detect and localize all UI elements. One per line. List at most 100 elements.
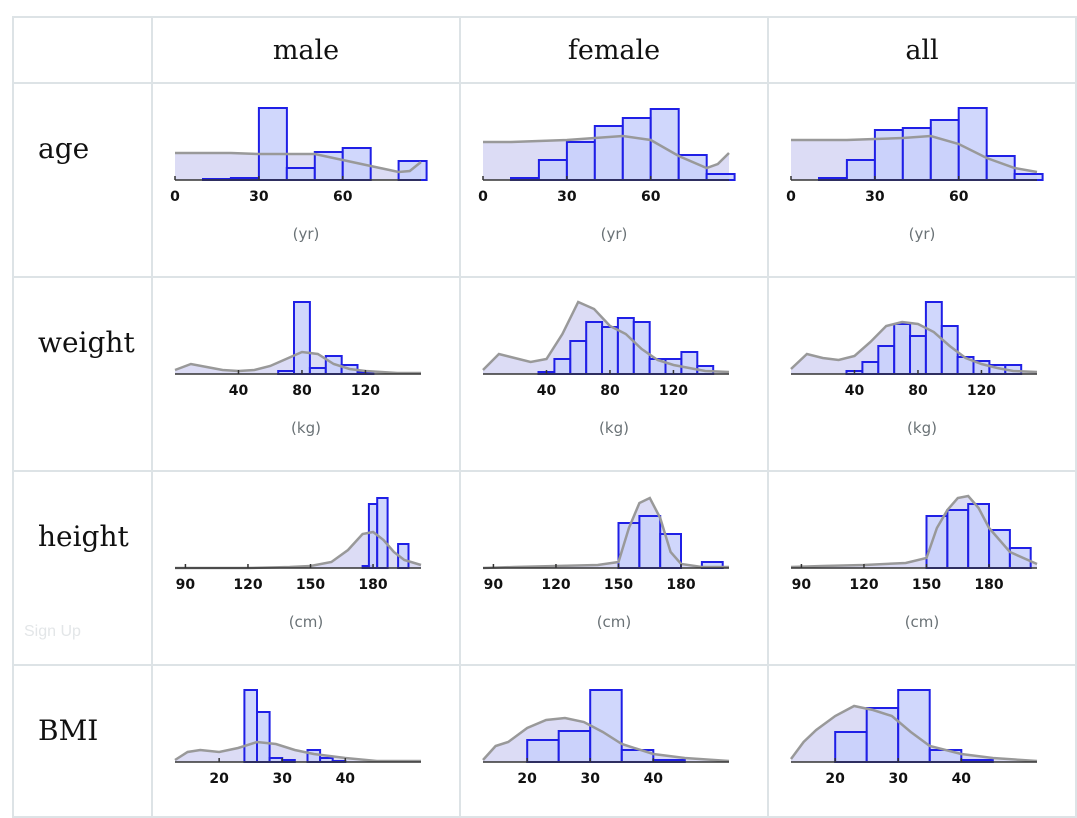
x-tick-label: 20	[825, 771, 845, 787]
histogram-age-male: 0 30 60	[170, 107, 428, 205]
histogram-bar	[557, 730, 592, 763]
grid-row-weight: weight 40 80 120 (kg) 40 80 120 (kg) 40 80 120 (kg)	[12, 276, 1077, 472]
x-tick-label: 90	[792, 577, 812, 593]
histogram-height-female: 90 120 150 180	[482, 496, 729, 593]
histogram-bar	[925, 515, 949, 569]
x-tick-label: 150	[296, 577, 325, 593]
column-header-female: female	[459, 16, 769, 84]
x-tick-label: 150	[912, 577, 941, 593]
histogram-height-male: 90 120 150 180	[175, 497, 422, 593]
x-tick-label: 60	[949, 189, 969, 205]
histogram-bar	[376, 497, 389, 569]
histogram-height-all: 90 120 150 180	[790, 494, 1038, 593]
grid-row-age: age 0 30 60 (yr) 0 30 60 (yr) 0 30 60 (yr)	[12, 82, 1077, 278]
cell-height-all: 90 120 150 180 (cm)	[767, 470, 1077, 666]
column-header-male: male	[151, 16, 461, 84]
histogram-bar	[967, 503, 990, 569]
x-tick-label: 180	[974, 577, 1003, 593]
histogram-bar	[877, 345, 896, 375]
corner-cell	[12, 16, 153, 84]
sign-up-link[interactable]: Sign Up	[24, 623, 81, 640]
unit-label: (kg)	[291, 419, 321, 437]
cell-height-female: 90 120 150 180 (cm)	[459, 470, 769, 666]
cell-age-male: 0 30 60 (yr)	[151, 82, 461, 278]
histogram-bar	[638, 515, 662, 569]
x-tick-label: 40	[336, 771, 356, 787]
x-tick-label: 180	[358, 577, 387, 593]
x-tick-label: 120	[967, 383, 996, 399]
histogram-bar	[257, 107, 288, 181]
x-tick-label: 30	[888, 771, 908, 787]
histogram-bar	[601, 326, 619, 375]
histogram-bar	[526, 739, 560, 763]
histogram-bar	[845, 159, 876, 181]
x-tick-label: 180	[666, 577, 695, 593]
row-label-age: age	[12, 82, 153, 278]
distribution-grid: male female all age 0 30 60 (yr) 0 30 60 (yr) 0 30…	[12, 16, 1077, 818]
histogram-bar	[569, 340, 588, 375]
density-line	[789, 704, 1038, 763]
histogram-bar	[705, 173, 736, 181]
x-tick-label: 80	[600, 383, 620, 399]
x-tick-label: 30	[580, 771, 600, 787]
density-line	[482, 496, 729, 570]
row-label-bmi: BMI	[12, 664, 153, 818]
cell-weight-male: 40 80 120 (kg)	[151, 276, 461, 472]
x-tick-label: 40	[952, 771, 972, 787]
unit-label: (kg)	[599, 419, 629, 437]
histogram-bar	[1008, 547, 1032, 569]
grid-row-height: height 90 120 150 180 (cm) 90 120 150 180 (cm) 90 12…	[12, 470, 1077, 666]
histogram-weight-female: 40 80 120	[482, 300, 730, 399]
histogram-bar	[593, 125, 624, 181]
histogram-bar	[565, 141, 596, 181]
x-tick-label: 0	[170, 189, 180, 205]
column-header-all: all	[767, 16, 1077, 84]
density-area	[175, 532, 421, 568]
density-line	[790, 320, 1038, 374]
unit-label: (yr)	[600, 225, 628, 243]
density-line	[174, 350, 421, 375]
density-line	[482, 300, 730, 374]
histogram-bmi-female: 20 30 40	[482, 689, 730, 787]
histogram-bar	[929, 119, 960, 181]
cell-height-male: 90 120 150 180 (cm)	[151, 470, 461, 666]
histogram-age-all: 0 30 60	[786, 107, 1044, 205]
x-tick-label: 30	[557, 189, 577, 205]
cell-bmi-female: 20 30 40	[459, 664, 769, 818]
density-line	[482, 716, 730, 763]
histogram-bar	[285, 167, 316, 181]
histogram-bar	[909, 335, 927, 375]
histogram-bar	[537, 159, 568, 181]
x-tick-label: 40	[537, 383, 557, 399]
x-tick-label: 20	[209, 771, 229, 787]
density-line	[175, 151, 422, 174]
histogram-bar	[649, 108, 680, 181]
histogram-bar	[946, 509, 970, 569]
x-tick-label: 120	[351, 383, 380, 399]
histogram-bar	[243, 689, 259, 763]
histogram-bar	[616, 317, 635, 375]
cell-weight-all: 40 80 120 (kg)	[767, 276, 1077, 472]
histogram-bar	[893, 323, 912, 375]
histogram-bar	[957, 107, 988, 181]
histogram-bmi-all: 20 30 40	[789, 689, 1038, 787]
density-line	[483, 134, 730, 170]
cell-weight-female: 40 80 120 (kg)	[459, 276, 769, 472]
histogram-bar	[553, 358, 572, 375]
density-area	[483, 498, 729, 568]
unit-label: (cm)	[904, 613, 940, 631]
histogram-bar	[621, 117, 652, 181]
histogram-weight-male: 40 80 120	[174, 301, 421, 399]
x-tick-label: 0	[478, 189, 488, 205]
row-label-weight: weight	[12, 276, 153, 472]
x-tick-label: 40	[845, 383, 865, 399]
x-tick-label: 80	[292, 383, 312, 399]
x-tick-label: 30	[865, 189, 885, 205]
x-tick-label: 80	[908, 383, 928, 399]
histogram-bmi-male: 20 30 40	[174, 689, 421, 787]
density-line	[174, 740, 421, 763]
unit-label: (yr)	[292, 225, 320, 243]
x-tick-label: 120	[233, 577, 262, 593]
cell-age-female: 0 30 60 (yr)	[459, 82, 769, 278]
x-tick-label: 120	[659, 383, 688, 399]
